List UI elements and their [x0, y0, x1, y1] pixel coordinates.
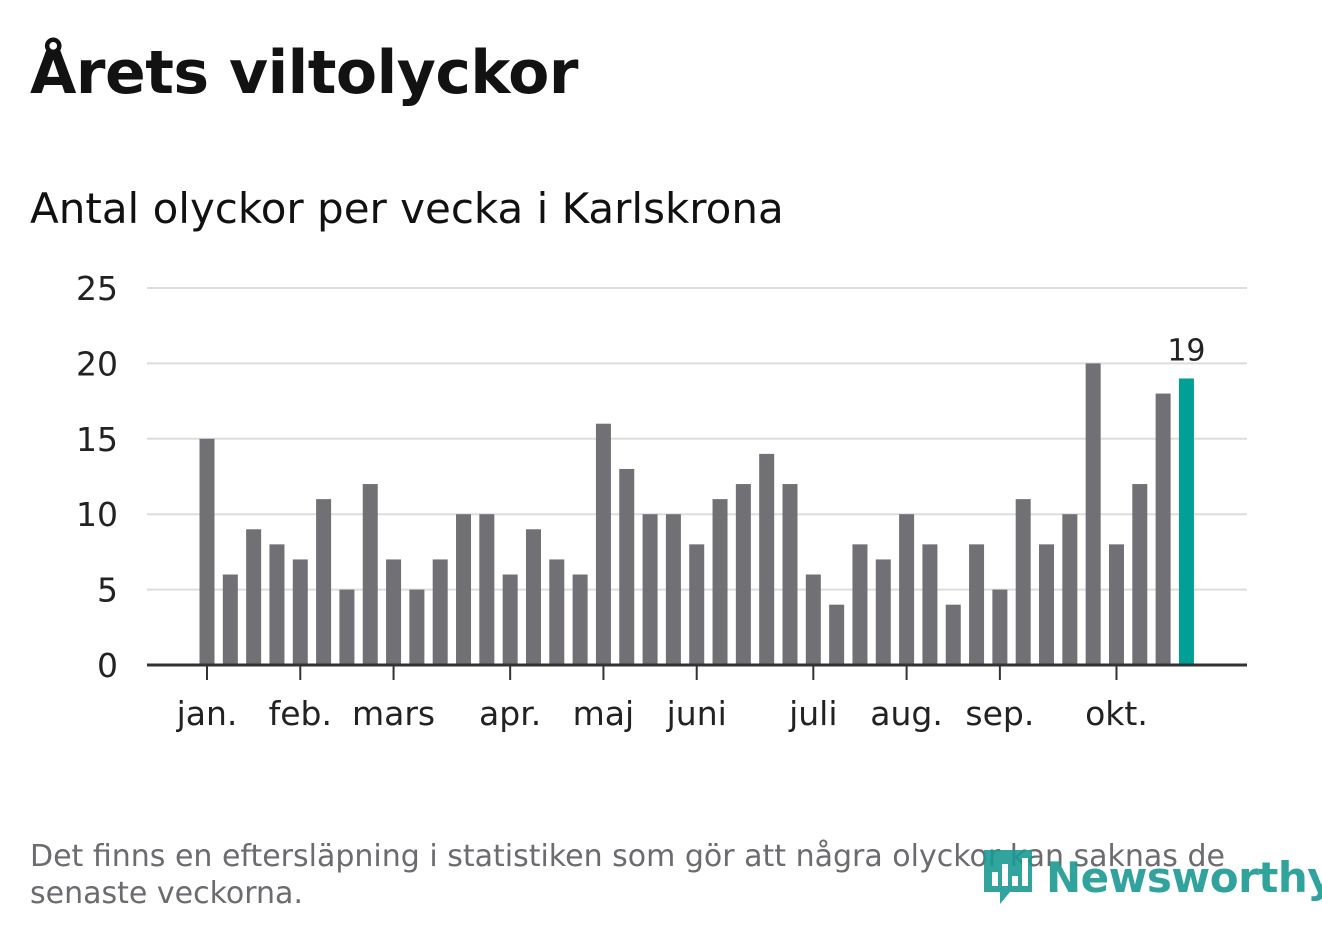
- bar: [339, 589, 355, 665]
- y-tick-label: 0: [97, 646, 118, 685]
- y-tick-label: 20: [76, 344, 118, 383]
- y-tick-label: 5: [97, 571, 118, 610]
- bar: [362, 484, 378, 665]
- logo-text: Newsworthy: [1046, 852, 1322, 902]
- bar: [642, 514, 658, 665]
- axes: [147, 663, 1247, 680]
- bar: [479, 514, 495, 665]
- bar: [316, 499, 332, 665]
- x-tick-label: apr.: [479, 694, 541, 733]
- y-tick-label: 25: [76, 269, 118, 308]
- bar: [899, 514, 915, 665]
- bar: [525, 529, 541, 665]
- bar: [805, 574, 821, 665]
- bar: [1015, 499, 1031, 665]
- bar: [549, 559, 565, 665]
- bar: [456, 514, 472, 665]
- x-tick-label: juni: [666, 694, 727, 733]
- bar: [922, 544, 938, 665]
- bar: [432, 559, 448, 665]
- bar: [246, 529, 262, 665]
- chart-title: Årets viltolyckor: [30, 38, 579, 108]
- bar: [619, 468, 635, 665]
- y-tick-label: 10: [76, 495, 118, 534]
- newsworthy-logo: Newsworthy: [980, 846, 1322, 908]
- bar: [759, 453, 775, 665]
- x-tick-label: maj: [573, 694, 635, 733]
- x-tick-label: mars: [352, 694, 435, 733]
- bar: [735, 484, 751, 665]
- bar: [1062, 514, 1078, 665]
- bar: [1108, 544, 1124, 665]
- bar: [875, 559, 891, 665]
- x-tick-label: feb.: [269, 694, 332, 733]
- bar: [969, 544, 985, 665]
- bar: [595, 423, 611, 665]
- labels: 0 5 10 15 20 25 19 jan. feb. mars apr. maj juni juli a…: [76, 269, 1206, 733]
- bar: [502, 574, 518, 665]
- bar: [1155, 393, 1171, 665]
- x-tick-label: jan.: [176, 694, 238, 733]
- bar: [1132, 484, 1148, 665]
- data-label: 19: [1167, 333, 1205, 368]
- bar: [269, 544, 285, 665]
- x-tick-label: aug.: [870, 694, 943, 733]
- bar: [992, 589, 1008, 665]
- bar-chart-speech-bubble-icon: [984, 850, 1032, 904]
- x-tick-label: juli: [788, 694, 837, 733]
- bar: [222, 574, 238, 665]
- bar: [945, 604, 961, 665]
- bar: [1039, 544, 1055, 665]
- bar: [1085, 363, 1101, 665]
- x-tick-label: okt.: [1085, 694, 1148, 733]
- bar: [199, 438, 215, 665]
- bar: [665, 514, 681, 665]
- bar: [292, 559, 308, 665]
- y-tick-label: 15: [76, 420, 118, 459]
- bar: [409, 589, 425, 665]
- chart-subtitle: Antal olyckor per vecka i Karlskrona: [30, 184, 784, 233]
- bar: [712, 499, 728, 665]
- bar: [852, 544, 868, 665]
- bars: [199, 363, 1194, 665]
- bar: [782, 484, 798, 665]
- bar: [689, 544, 705, 665]
- bar: [572, 574, 588, 665]
- bar: [386, 559, 402, 665]
- x-tick-label: sep.: [965, 694, 1034, 733]
- bar-highlight: [1178, 378, 1194, 665]
- bar: [829, 604, 845, 665]
